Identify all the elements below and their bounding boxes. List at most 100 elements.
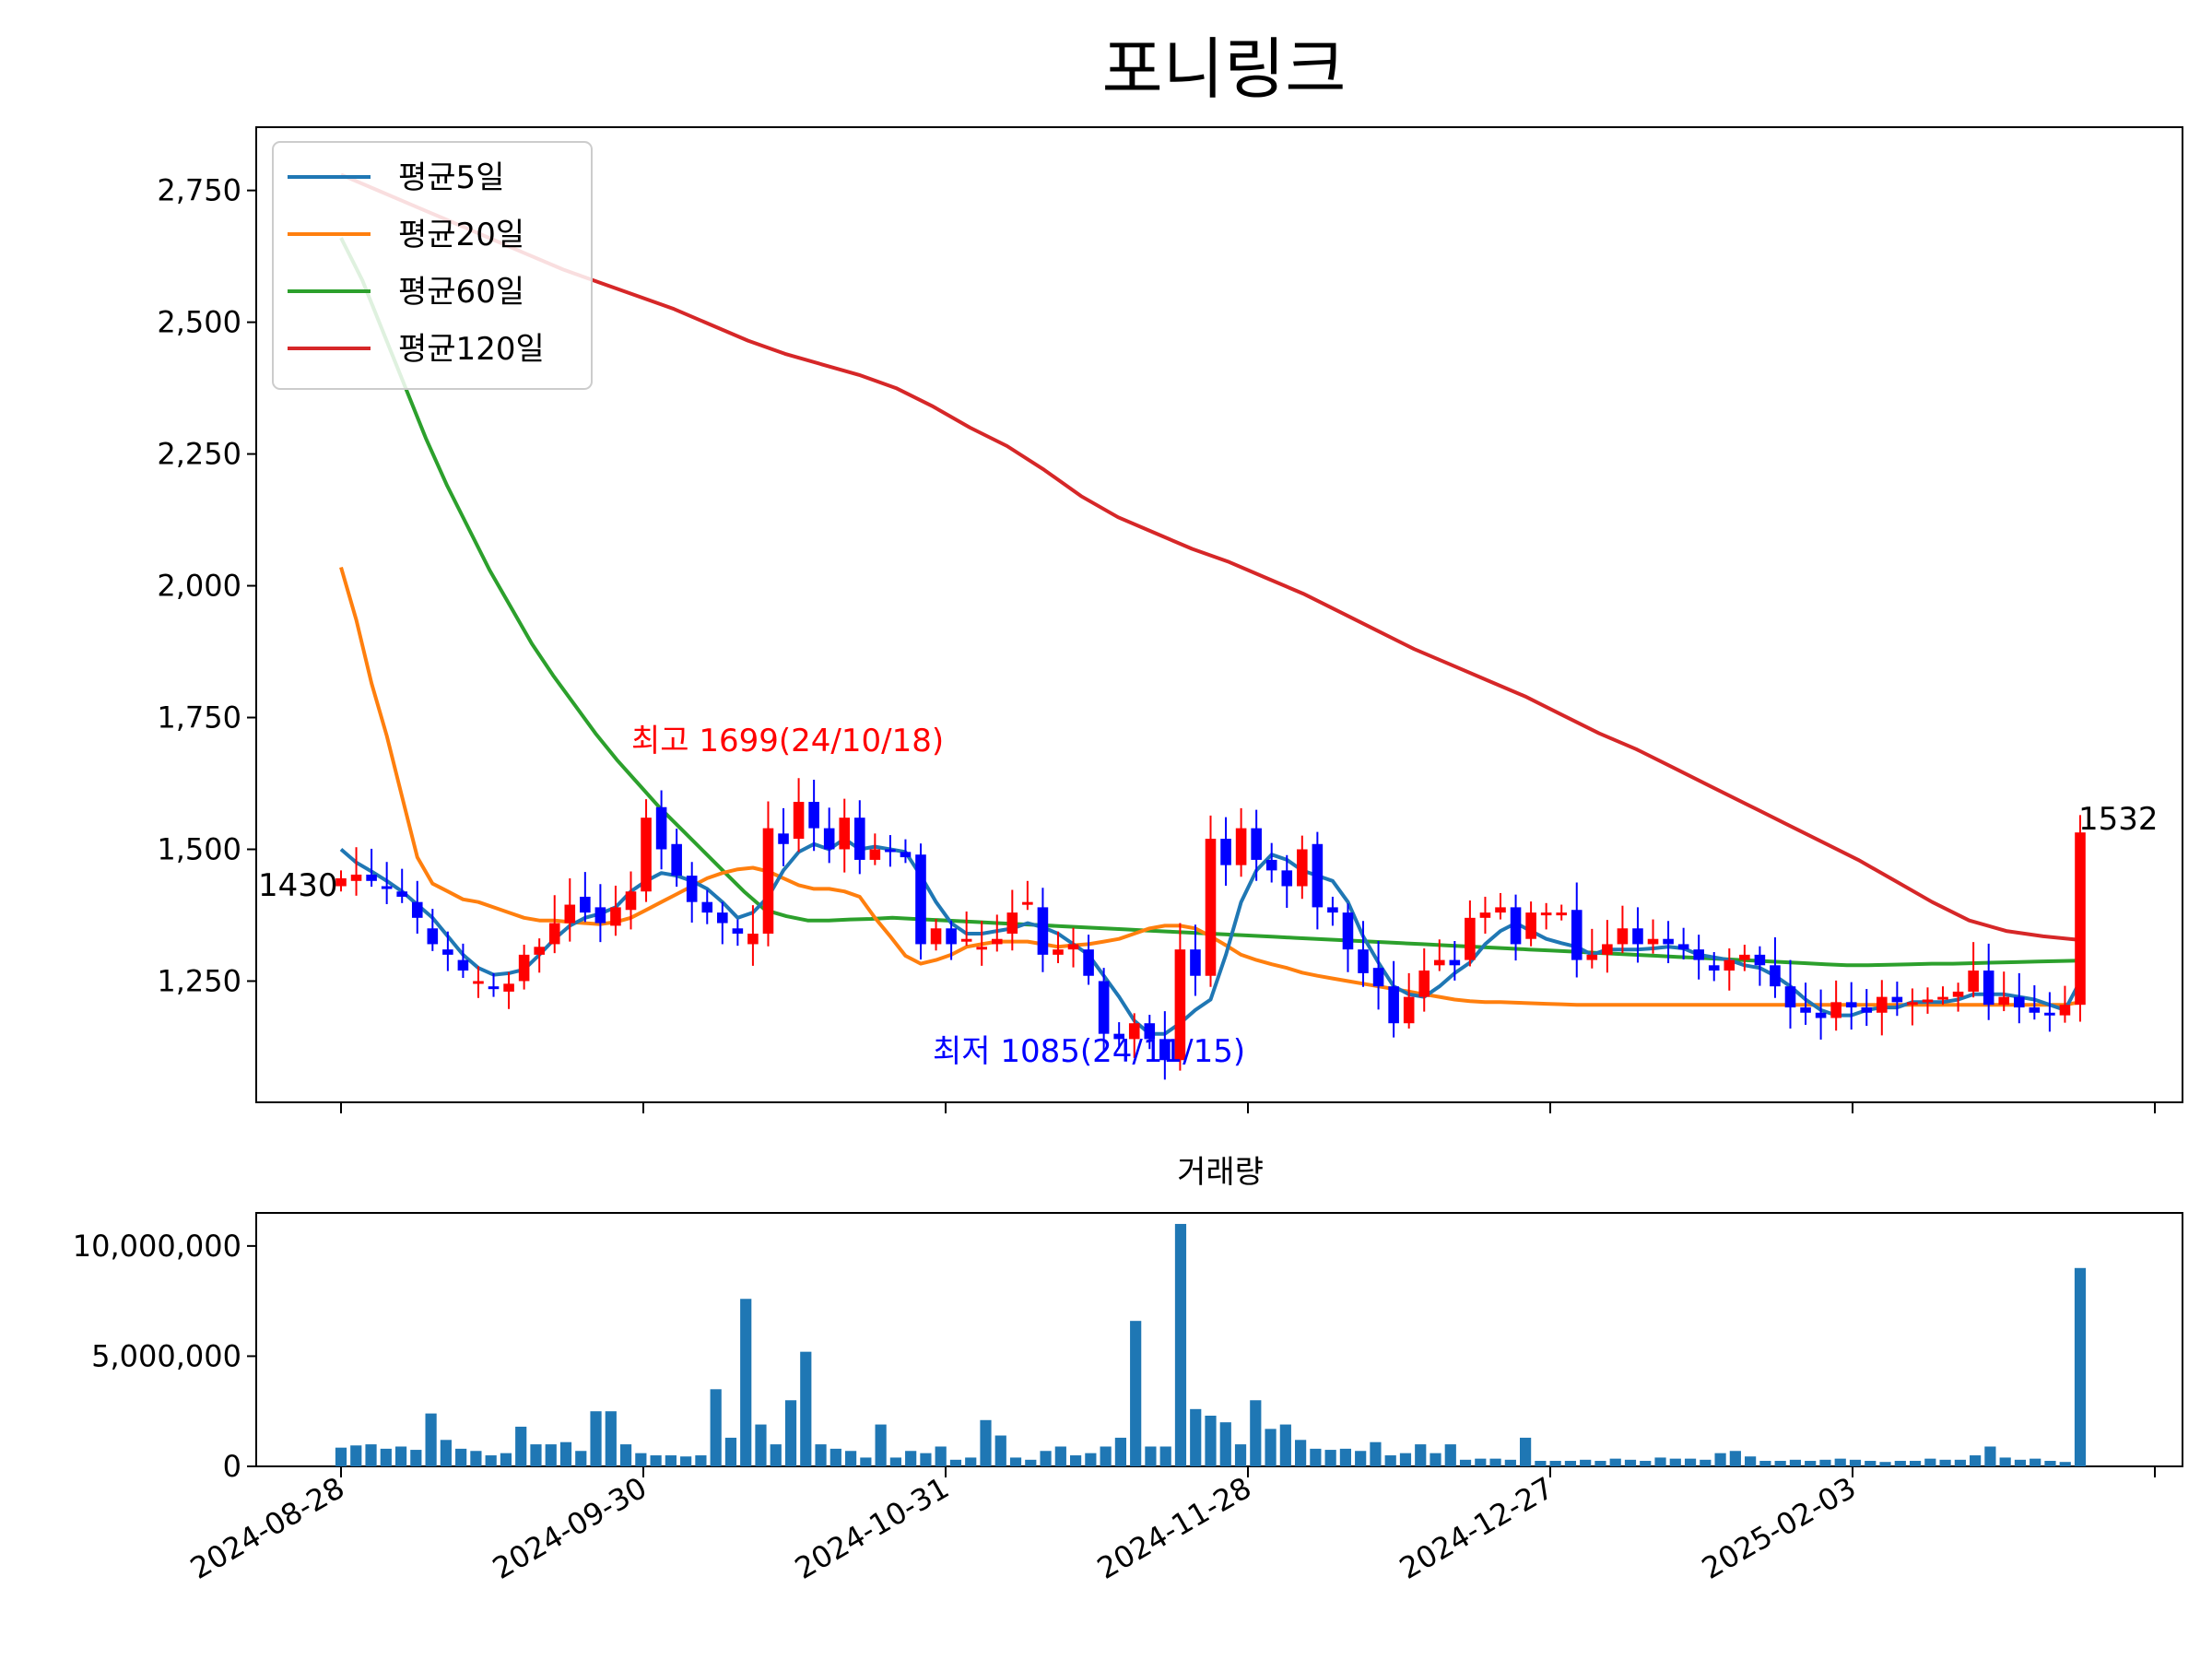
volume-bar [710, 1389, 722, 1466]
candle-body [534, 947, 545, 955]
volume-bar [1265, 1429, 1277, 1466]
volume-bar [1234, 1444, 1247, 1466]
candle-body [411, 901, 423, 918]
price-x-axis [340, 1102, 2156, 1113]
candle-body [808, 802, 819, 829]
volume-bar [394, 1446, 407, 1466]
candle-body [396, 891, 408, 897]
volume-bar [2074, 1267, 2087, 1466]
x-tick-label: 2024-11-28 [1091, 1470, 1257, 1586]
volume-bar [1009, 1457, 1022, 1466]
candle-body [548, 923, 560, 945]
volume-bar [1684, 1458, 1697, 1466]
volume-bar [1849, 1459, 1862, 1466]
candle-body [976, 947, 988, 950]
volume-bar [1609, 1458, 1621, 1466]
candle-body [1770, 965, 1781, 987]
volume-bar [1999, 1457, 2011, 1466]
candlesticks [335, 778, 2086, 1080]
volume-bar [1279, 1424, 1291, 1466]
candle-body [335, 877, 347, 887]
volume-plot-frame [255, 1212, 2183, 1467]
candle-body [717, 912, 728, 924]
candle-body [1220, 839, 1231, 865]
candle-body [610, 907, 621, 926]
volume-bar [605, 1411, 617, 1466]
volume-bar [724, 1437, 737, 1466]
volume-bar [470, 1451, 482, 1466]
candle-body [473, 981, 484, 984]
volume-bar [515, 1426, 527, 1466]
volume-bar [665, 1455, 677, 1466]
volume-bar [1564, 1461, 1577, 1466]
candle-body [366, 874, 377, 881]
volume-bar [680, 1456, 692, 1466]
volume-bar [994, 1435, 1006, 1466]
volume-bar [905, 1451, 917, 1466]
candle-body [1312, 843, 1324, 908]
volume-bar [1054, 1446, 1066, 1466]
volume-bar [1580, 1459, 1592, 1466]
end-price-label: 1532 [2078, 801, 2159, 838]
volume-bar [1430, 1453, 1441, 1466]
candle-body [1922, 999, 1934, 1003]
candle-body [655, 806, 667, 850]
volume-bar [1535, 1461, 1547, 1466]
candle-body [960, 938, 972, 942]
candle-body [625, 891, 637, 911]
candle-body [1067, 944, 1079, 950]
candle-body [1418, 971, 1430, 997]
volume-bar [1700, 1459, 1712, 1466]
candle-body [1861, 1007, 1873, 1013]
candle-body [778, 833, 789, 844]
volume-bar [1355, 1451, 1367, 1466]
legend-label-ma5: 평균5일 [398, 159, 504, 196]
high-annotation: 최고 1699(24/10/18) [631, 723, 944, 759]
volume-bar [365, 1444, 377, 1466]
chart-title: 포니링크 [1102, 30, 1347, 108]
candle-body [1388, 986, 1399, 1024]
candle-body [1632, 928, 1643, 945]
volume-bar [1489, 1458, 1501, 1466]
volume-bar [1654, 1457, 1666, 1466]
candle-body [1297, 849, 1308, 887]
candle-body [839, 818, 851, 850]
candle-body [900, 852, 912, 858]
volume-bar [1114, 1437, 1126, 1466]
candle-body [1495, 907, 1506, 913]
volume-bar [770, 1444, 782, 1466]
price-y-tick-label: 2,000 [157, 569, 241, 604]
candle-body [1663, 938, 1674, 945]
candle-body [869, 849, 881, 860]
volume-bar [949, 1459, 962, 1466]
candle-body [1159, 1039, 1171, 1061]
start-price-label: 1430 [258, 867, 338, 904]
volume-bar [1324, 1450, 1336, 1466]
candle-body [1739, 954, 1750, 960]
candle-body [1891, 996, 1903, 1003]
candle-body [2044, 1012, 2055, 1016]
volume-bar [1954, 1459, 1966, 1466]
volume-bar [1415, 1444, 1427, 1466]
candle-body [2075, 832, 2086, 1006]
volume-bar [1085, 1453, 1097, 1466]
volume-bar [830, 1448, 841, 1466]
volume-bar [1669, 1458, 1681, 1466]
volume-bar [410, 1450, 422, 1466]
volume-bar [800, 1351, 812, 1466]
volume-bar [545, 1444, 557, 1466]
volume-bar [1640, 1461, 1652, 1466]
volume-bar [815, 1444, 827, 1466]
candle-body [1830, 1002, 1841, 1018]
volume-bar [650, 1455, 662, 1466]
volume-bar [889, 1457, 901, 1466]
price-y-tick-label: 2,250 [157, 437, 241, 472]
volume-bar [590, 1411, 602, 1466]
volume-bar [1310, 1448, 1322, 1466]
candle-body [793, 802, 805, 840]
candle-body [381, 886, 393, 889]
volume-bar [440, 1440, 452, 1466]
candle-body [1800, 1007, 1811, 1013]
volume-bar [1159, 1446, 1171, 1466]
volume-bar [500, 1453, 512, 1466]
